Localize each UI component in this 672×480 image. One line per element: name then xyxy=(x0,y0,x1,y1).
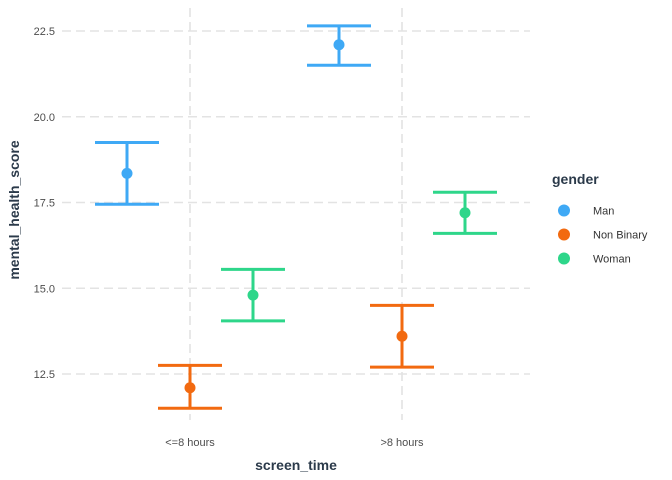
y-axis-title: mental_health_score xyxy=(6,140,22,279)
data-marks xyxy=(95,24,497,410)
legend-key-non-binary xyxy=(558,228,570,241)
legend-key-woman xyxy=(558,252,570,265)
mean-point xyxy=(247,289,259,301)
x-tick-label: >8 hours xyxy=(380,437,424,449)
y-axis-ticks: 12.5 15.0 17.5 20.0 22.5 xyxy=(34,26,55,381)
mean-point xyxy=(459,207,471,219)
y-tick-label: 20.0 xyxy=(34,112,55,124)
error-bar-woman xyxy=(433,190,497,235)
error-bar-woman xyxy=(221,267,285,323)
legend-key-man xyxy=(558,204,570,217)
mean-point xyxy=(184,382,196,394)
y-tick-label: 12.5 xyxy=(34,369,55,381)
mean-point xyxy=(333,39,345,51)
legend-label: Non Binary xyxy=(593,230,648,242)
error-bar-non-binary xyxy=(158,363,222,410)
legend-title: gender xyxy=(552,171,599,187)
legend-label: Woman xyxy=(593,254,631,266)
mean-point xyxy=(121,167,133,179)
error-bar-man xyxy=(95,140,159,206)
y-tick-label: 22.5 xyxy=(34,26,55,38)
y-tick-label: 17.5 xyxy=(34,198,55,210)
x-tick-label: <=8 hours xyxy=(165,437,215,449)
legend: gender Man Non Binary Woman xyxy=(552,171,648,266)
mean-point xyxy=(396,330,408,342)
x-axis-ticks: <=8 hours >8 hours xyxy=(165,437,424,449)
error-bar-man xyxy=(307,24,371,67)
error-bar-non-binary xyxy=(370,303,434,369)
legend-label: Man xyxy=(593,206,614,218)
y-tick-label: 15.0 xyxy=(34,283,55,295)
x-axis-title: screen_time xyxy=(255,457,337,473)
